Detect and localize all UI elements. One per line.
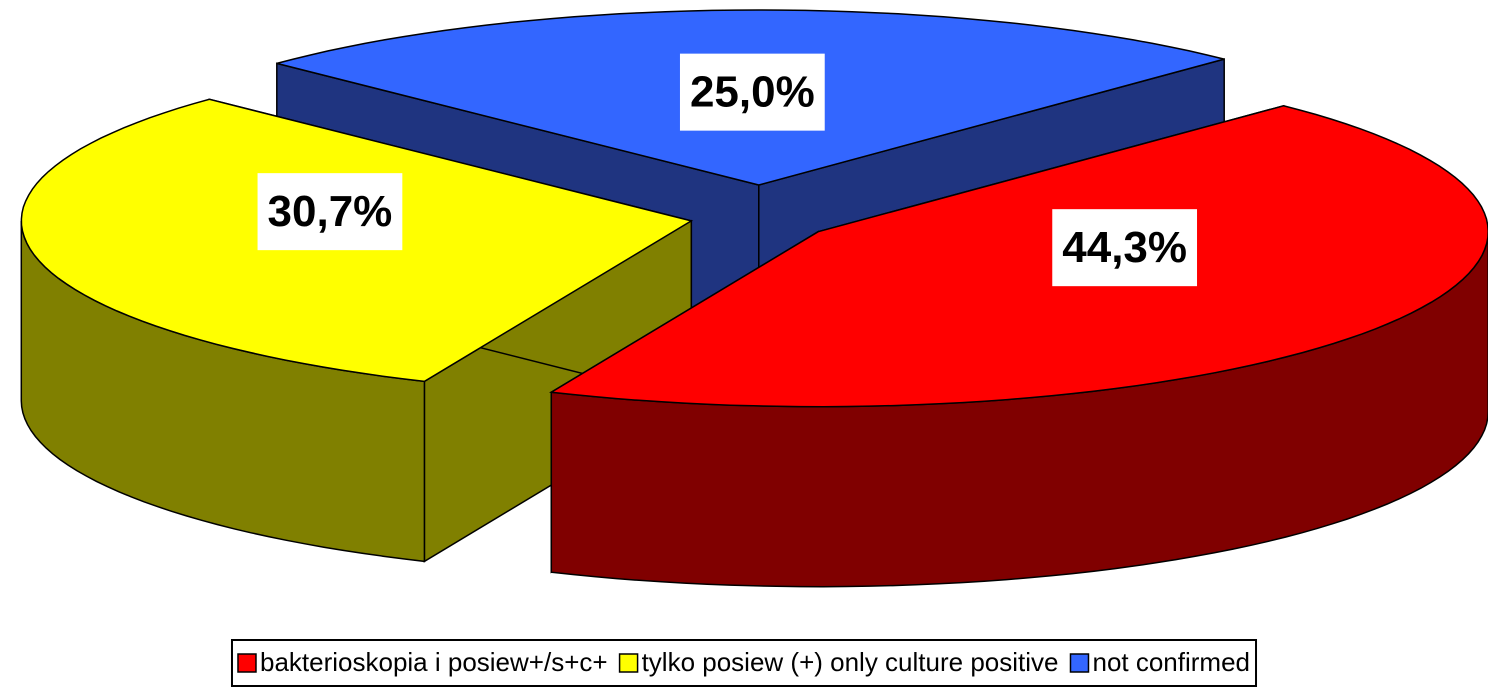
legend-swatch (237, 653, 257, 673)
data-label-group: 30,7% (257, 173, 403, 251)
legend-frame (230, 639, 1258, 687)
legend-swatch (1069, 653, 1090, 673)
data-label-box (257, 173, 403, 251)
legend-label: tylko posiew (+) only culture positive (642, 647, 1059, 677)
data-label: 30,7% (268, 187, 393, 236)
data-label-box (679, 53, 825, 131)
data-label-group: 25,0% (679, 53, 825, 131)
data-label: 44,3% (1062, 223, 1187, 272)
slice (548, 105, 1488, 408)
legend: bakterioskopia i posiew+/s+c+ tylko posie… (230, 639, 1258, 687)
legend-label: not confirmed (1092, 647, 1250, 677)
data-label-group: 44,3% (1052, 209, 1198, 287)
data-label-box (1052, 209, 1198, 287)
legend-swatch (618, 653, 639, 673)
data-label: 25,0% (690, 68, 815, 117)
legend-label: bakterioskopia i posiew+/s+c+ (260, 647, 608, 677)
